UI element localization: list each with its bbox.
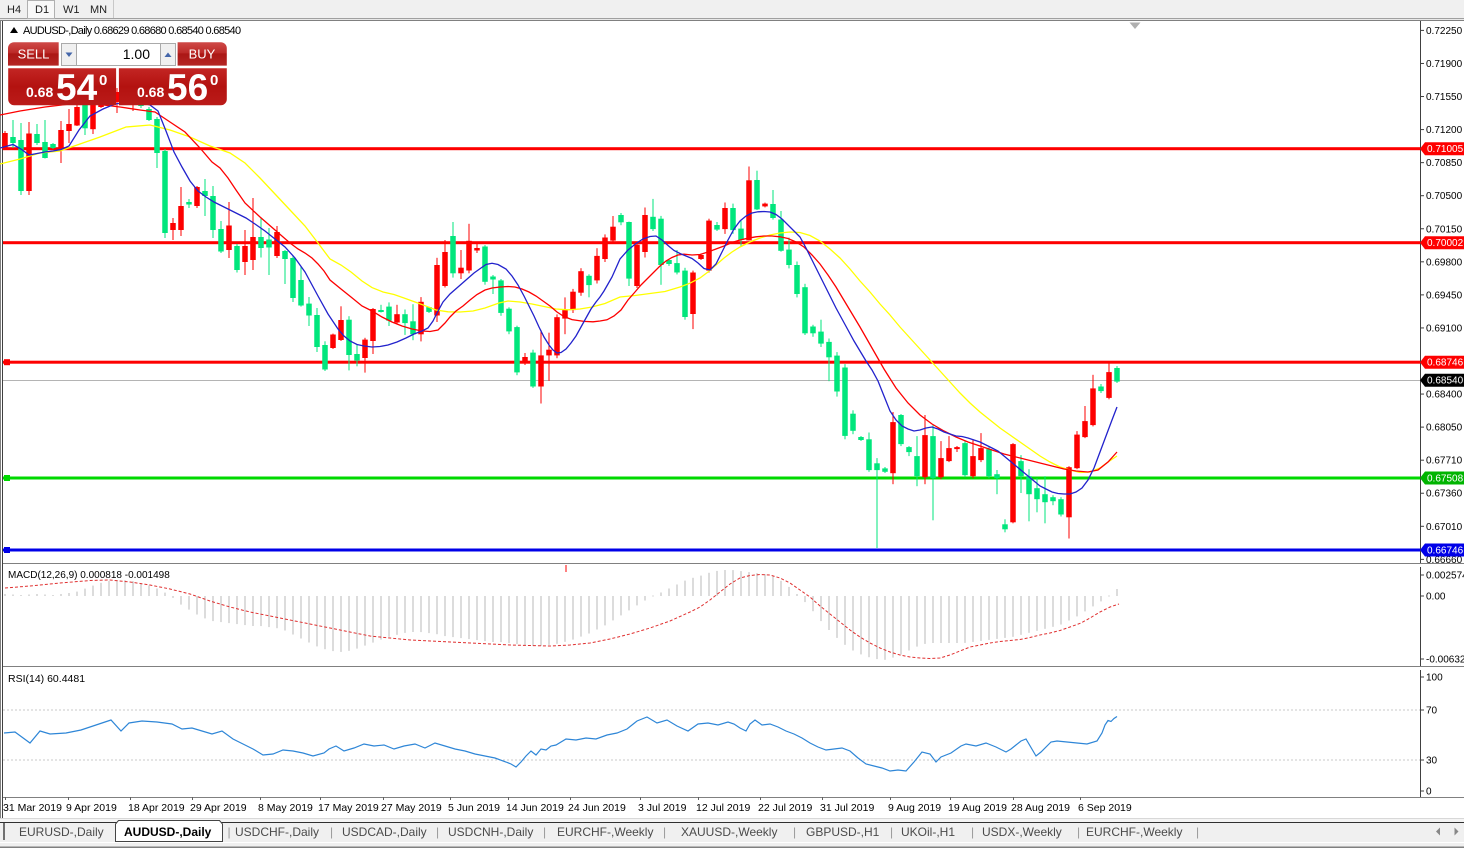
- svg-text:5 Jun 2019: 5 Jun 2019: [448, 802, 500, 814]
- svg-text:0.68540: 0.68540: [1427, 376, 1464, 387]
- svg-text:EURCHF-,Weekly: EURCHF-,Weekly: [1086, 825, 1182, 839]
- svg-text:0.66660: 0.66660: [1426, 555, 1463, 566]
- svg-text:0.70002: 0.70002: [1427, 238, 1464, 249]
- svg-text:0.66746: 0.66746: [1427, 546, 1464, 557]
- svg-text:W1: W1: [63, 4, 80, 16]
- svg-text:18 Apr 2019: 18 Apr 2019: [128, 802, 185, 814]
- svg-text:RSI(14) 60.4481: RSI(14) 60.4481: [8, 673, 85, 685]
- svg-text:29 Apr 2019: 29 Apr 2019: [190, 802, 247, 814]
- svg-text:22 Jul 2019: 22 Jul 2019: [758, 802, 812, 814]
- svg-text:14 Jun 2019: 14 Jun 2019: [506, 802, 564, 814]
- svg-text:MACD(12,26,9) 0.000818 -0.0014: MACD(12,26,9) 0.000818 -0.001498: [8, 570, 170, 581]
- svg-text:0.70500: 0.70500: [1426, 191, 1463, 202]
- svg-text:30: 30: [1426, 756, 1438, 767]
- svg-text:0.70150: 0.70150: [1426, 224, 1463, 235]
- svg-text:|: |: [543, 825, 546, 839]
- svg-text:GBPUSD-,H1: GBPUSD-,H1: [806, 825, 880, 839]
- svg-text:EURUSD-,Daily: EURUSD-,Daily: [19, 825, 104, 839]
- svg-text:0.68: 0.68: [137, 84, 164, 100]
- svg-text:0.71005: 0.71005: [1427, 144, 1464, 155]
- svg-text:9 Apr 2019: 9 Apr 2019: [66, 802, 117, 814]
- svg-text:0.002574: 0.002574: [1426, 571, 1464, 582]
- svg-text:|: |: [793, 825, 796, 839]
- svg-text:0.72250: 0.72250: [1426, 26, 1463, 37]
- svg-text:0.70850: 0.70850: [1426, 158, 1463, 169]
- svg-text:0.71200: 0.71200: [1426, 125, 1463, 136]
- svg-text:31 Mar 2019: 31 Mar 2019: [3, 802, 62, 814]
- svg-text:28 Aug 2019: 28 Aug 2019: [1011, 802, 1070, 814]
- svg-text:17 May 2019: 17 May 2019: [318, 802, 379, 814]
- svg-text:0.67710: 0.67710: [1426, 456, 1463, 467]
- svg-text:0.67508: 0.67508: [1427, 474, 1464, 485]
- svg-text:|: |: [1077, 825, 1080, 839]
- svg-text:19 Aug 2019: 19 Aug 2019: [948, 802, 1007, 814]
- svg-text:H4: H4: [7, 4, 21, 16]
- svg-text:1.00: 1.00: [123, 46, 150, 62]
- svg-text:0: 0: [1426, 787, 1432, 798]
- svg-text:0.68746: 0.68746: [1427, 358, 1464, 369]
- svg-text:USDCAD-,Daily: USDCAD-,Daily: [342, 825, 427, 839]
- svg-text:|: |: [330, 825, 333, 839]
- svg-text:0.67010: 0.67010: [1426, 522, 1463, 533]
- svg-text:SELL: SELL: [18, 47, 50, 62]
- svg-text:27 May 2019: 27 May 2019: [381, 802, 442, 814]
- svg-text:|: |: [663, 825, 666, 839]
- svg-text:-0.006326: -0.006326: [1426, 655, 1464, 666]
- svg-text:31 Jul 2019: 31 Jul 2019: [820, 802, 874, 814]
- svg-text:12 Jul 2019: 12 Jul 2019: [696, 802, 750, 814]
- svg-text:54: 54: [56, 67, 98, 108]
- svg-text:0.68: 0.68: [26, 84, 53, 100]
- svg-text:0.68050: 0.68050: [1426, 423, 1463, 434]
- svg-text:100: 100: [1426, 673, 1443, 684]
- svg-text:|: |: [228, 825, 231, 839]
- svg-text:BUY: BUY: [189, 47, 216, 62]
- svg-text:USDCHF-,Daily: USDCHF-,Daily: [235, 825, 319, 839]
- svg-text:D1: D1: [35, 4, 49, 16]
- svg-text:0.68400: 0.68400: [1426, 390, 1463, 401]
- svg-text:0.67360: 0.67360: [1426, 489, 1463, 500]
- svg-text:0: 0: [99, 72, 107, 89]
- svg-text:UKOil-,H1: UKOil-,H1: [901, 825, 955, 839]
- svg-text:EURCHF-,Weekly: EURCHF-,Weekly: [557, 825, 653, 839]
- svg-text:USDX-,Weekly: USDX-,Weekly: [982, 825, 1062, 839]
- svg-text:|: |: [971, 825, 974, 839]
- svg-text:|: |: [1196, 825, 1199, 839]
- svg-text:|: |: [890, 825, 893, 839]
- svg-text:USDCNH-,Daily: USDCNH-,Daily: [448, 825, 533, 839]
- svg-text:AUDUSD-,Daily: AUDUSD-,Daily: [124, 825, 212, 839]
- svg-text:MN: MN: [90, 4, 107, 16]
- svg-text:0.71550: 0.71550: [1426, 92, 1463, 103]
- svg-text:6 Sep 2019: 6 Sep 2019: [1078, 802, 1132, 814]
- svg-text:0.71900: 0.71900: [1426, 59, 1463, 70]
- svg-text:8 May 2019: 8 May 2019: [258, 802, 313, 814]
- svg-text:XAUUSD-,Weekly: XAUUSD-,Weekly: [681, 825, 777, 839]
- svg-text:0.69100: 0.69100: [1426, 323, 1463, 334]
- svg-text:0.00: 0.00: [1426, 592, 1446, 603]
- svg-text:3 Jul 2019: 3 Jul 2019: [638, 802, 687, 814]
- svg-text:9 Aug 2019: 9 Aug 2019: [888, 802, 941, 814]
- svg-text:AUDUSD-,Daily 0.68629 0.68680: AUDUSD-,Daily 0.68629 0.68680 0.68540 0.…: [23, 25, 241, 37]
- svg-text:0.69800: 0.69800: [1426, 257, 1463, 268]
- svg-text:56: 56: [167, 67, 208, 108]
- svg-text:0: 0: [210, 72, 218, 89]
- svg-text:0.69450: 0.69450: [1426, 290, 1463, 301]
- svg-text:70: 70: [1426, 706, 1438, 717]
- svg-text:24 Jun 2019: 24 Jun 2019: [568, 802, 626, 814]
- svg-text:|: |: [436, 825, 439, 839]
